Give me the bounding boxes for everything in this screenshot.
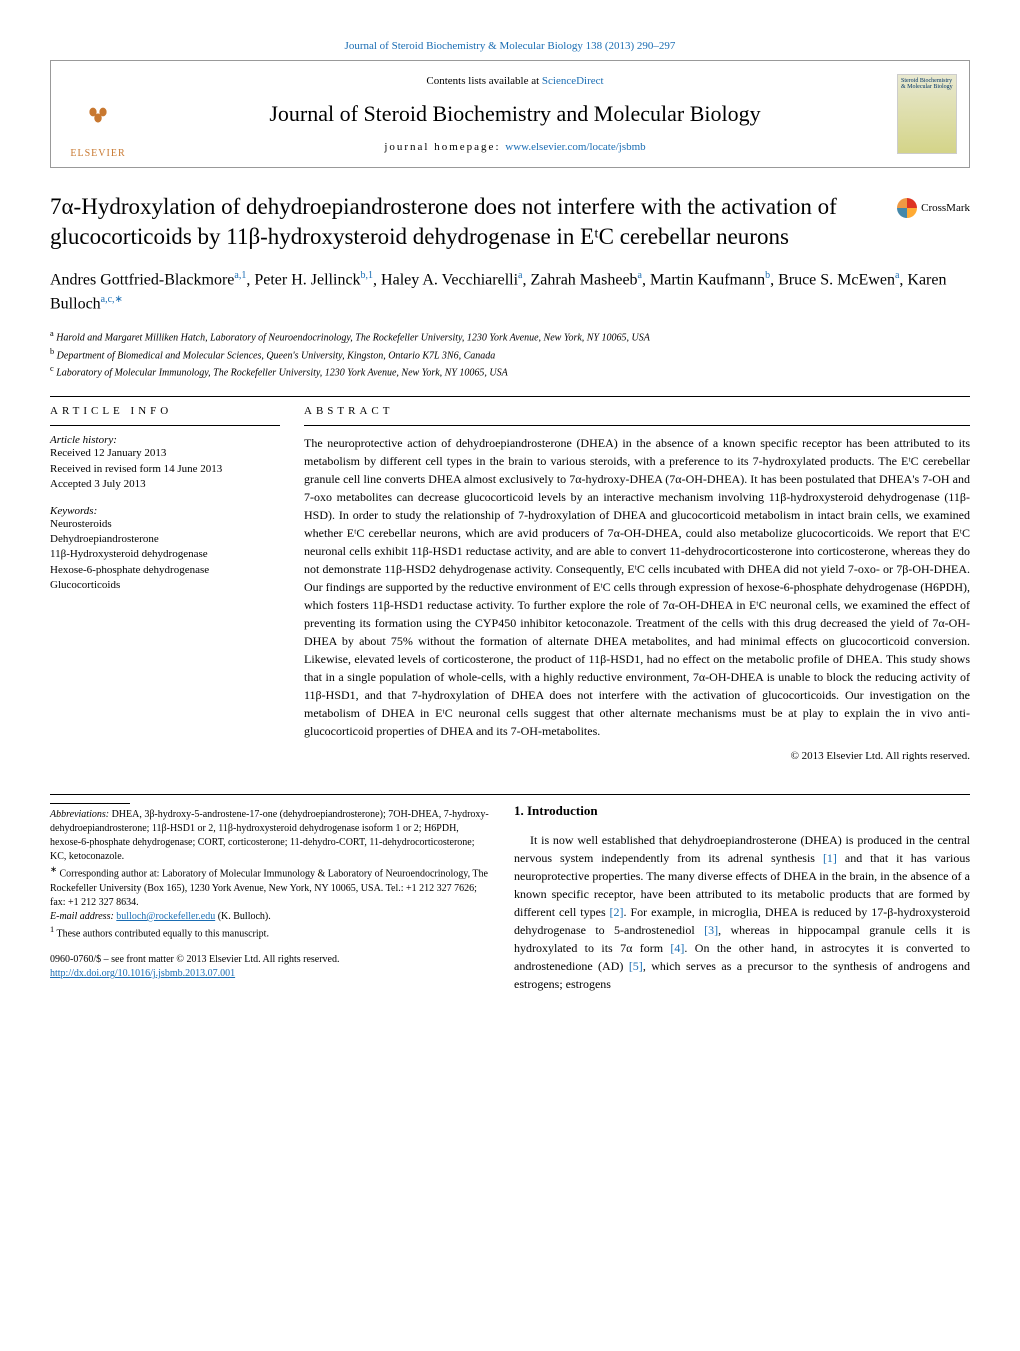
keywords-label: Keywords: — [50, 505, 280, 517]
email-suffix: (K. Bulloch). — [215, 911, 271, 922]
corresponding-mark: ∗ — [50, 865, 57, 874]
footnotes: Abbreviations: DHEA, 3β-hydroxy-5-andros… — [50, 803, 490, 993]
abbreviations-text: DHEA, 3β-hydroxy-5-androstene-17-one (de… — [50, 809, 489, 862]
abstract-label: ABSTRACT — [304, 405, 970, 417]
divider — [304, 425, 970, 426]
introduction-paragraph: It is now well established that dehydroe… — [514, 831, 970, 993]
crossmark-icon — [897, 198, 917, 218]
doi-link[interactable]: http://dx.doi.org/10.1016/j.jsbmb.2013.0… — [50, 968, 235, 979]
journal-header: ELSEVIER Contents lists available at Sci… — [50, 60, 970, 168]
abstract-text: The neuroprotective action of dehydroepi… — [304, 434, 970, 740]
sciencedirect-link[interactable]: ScienceDirect — [542, 75, 604, 87]
abbreviations-label: Abbreviations: — [50, 809, 109, 820]
ref-2[interactable]: [2] — [610, 905, 624, 919]
homepage-url[interactable]: www.elsevier.com/locate/jsbmb — [505, 141, 645, 153]
keyword-item: Glucocorticoids — [50, 578, 280, 593]
affiliations: a Harold and Margaret Milliken Hatch, La… — [50, 328, 970, 380]
equal-contribution-text: These authors contributed equally to thi… — [54, 928, 269, 939]
footnote-divider — [50, 803, 130, 804]
history-label: Article history: — [50, 434, 280, 446]
keyword-item: Hexose-6-phosphate dehydrogenase — [50, 563, 280, 578]
history-item: Accepted 3 July 2013 — [50, 477, 280, 492]
elsevier-logo[interactable]: ELSEVIER — [63, 69, 133, 159]
divider — [50, 425, 280, 426]
homepage-label: journal homepage: — [384, 141, 505, 153]
issn-line: 0960-0760/$ – see front matter © 2013 El… — [50, 953, 490, 967]
divider — [50, 396, 970, 397]
email-label: E-mail address: — [50, 911, 116, 922]
keyword-item: 11β-Hydroxysteroid dehydrogenase — [50, 547, 280, 562]
history-item: Received 12 January 2013 — [50, 446, 280, 461]
article-title: 7α-Hydroxylation of dehydroepiandrostero… — [50, 192, 881, 252]
keyword-item: Neurosteroids — [50, 517, 280, 532]
contents-available: Contents lists available at ScienceDirec… — [133, 75, 897, 87]
article-info-label: ARTICLE INFO — [50, 405, 280, 417]
affiliation-item: c Laboratory of Molecular Immunology, Th… — [50, 363, 970, 380]
crossmark-label: CrossMark — [921, 202, 970, 214]
crossmark-badge[interactable]: CrossMark — [897, 198, 970, 218]
corresponding-text: Corresponding author at: Laboratory of M… — [50, 869, 488, 908]
ref-3[interactable]: [3] — [704, 923, 718, 937]
divider — [50, 794, 970, 795]
affiliation-item: b Department of Biomedical and Molecular… — [50, 346, 970, 363]
ref-1[interactable]: [1] — [823, 851, 837, 865]
journal-cover-thumbnail[interactable]: Steroid Biochemistry & Molecular Biology — [897, 74, 957, 154]
elsevier-label: ELSEVIER — [70, 148, 125, 159]
journal-name: Journal of Steroid Biochemistry and Mole… — [133, 101, 897, 127]
email-link[interactable]: bulloch@rockefeller.edu — [116, 911, 215, 922]
contents-prefix: Contents lists available at — [426, 75, 541, 87]
ref-5[interactable]: [5] — [629, 959, 643, 973]
authors-list: Andres Gottfried-Blackmorea,1, Peter H. … — [50, 268, 970, 317]
copyright: © 2013 Elsevier Ltd. All rights reserved… — [304, 750, 970, 762]
journal-reference[interactable]: Journal of Steroid Biochemistry & Molecu… — [50, 40, 970, 52]
history-item: Received in revised form 14 June 2013 — [50, 462, 280, 477]
ref-4[interactable]: [4] — [670, 941, 684, 955]
introduction-heading: 1. Introduction — [514, 803, 970, 819]
elsevier-tree-icon — [73, 88, 123, 148]
affiliation-item: a Harold and Margaret Milliken Hatch, La… — [50, 328, 970, 345]
keyword-item: Dehydroepiandrosterone — [50, 532, 280, 547]
